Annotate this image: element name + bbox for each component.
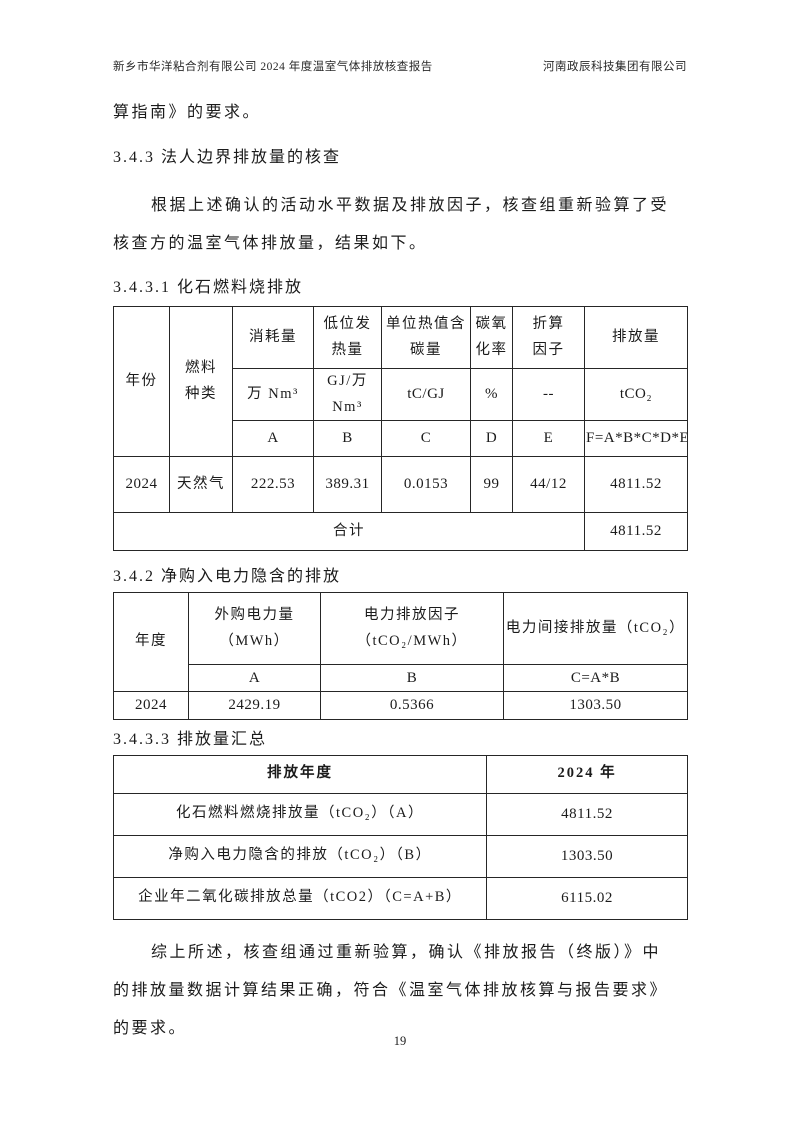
unit-cell: 万 Nm³ [232, 368, 314, 421]
page-header: 新乡市华洋粘合剂有限公司 2024 年度温室气体排放核查报告 河南政辰科技集团有… [113, 58, 687, 74]
fossil-fuel-emission-table: 年份 燃料 种类 消耗量 低位发 热量 单位热值含 碳量 碳氧 化率 折算 因子… [113, 306, 688, 551]
unit-cell: GJ/万 Nm³ [313, 368, 382, 421]
summary-value-cell: 4811.52 [486, 792, 688, 836]
summary-label-cell: 净购入电力隐含的排放（tCO₂）（B） [113, 834, 487, 878]
header-fuel-type: 燃料 种类 [169, 306, 233, 457]
closing-paragraph-line: 的排放量数据计算结果正确，符合《温室气体排放核算与报告要求》 [113, 981, 669, 999]
total-label-cell: 合计 [113, 512, 585, 551]
value-cell: 389.31 [313, 456, 382, 513]
summary-label-cell: 化石燃料燃烧排放量（tCO₂）（A） [113, 792, 487, 836]
letter-cell: D [470, 420, 513, 457]
year-cell: 2024 [113, 456, 170, 513]
emission-summary-table: 排放年度 2024 年 化石燃料燃烧排放量（tCO₂）（A） 4811.52 净… [113, 754, 688, 920]
unit-cell: tC/GJ [381, 368, 471, 421]
table-letters-row: A B C=A*B [114, 663, 688, 693]
table-data-row: 2024 2429.19 0.5366 1303.50 [113, 691, 688, 720]
closing-paragraph-line: 综上所述，核查组通过重新验算，确认《排放报告（终版）》中 [151, 943, 662, 961]
value-cell: 1303.50 [503, 691, 688, 720]
section-heading-3431: 3.4.3.1 化石燃料烧排放 [113, 279, 304, 296]
header-emission-year: 排放年度 [113, 754, 487, 794]
header-indirect-emission: 电力间接排放量（tCO₂） [503, 592, 688, 665]
letter-cell: C [381, 420, 471, 457]
table-units-row: 万 Nm³ GJ/万 Nm³ tC/GJ % -- tCO₂ [114, 368, 688, 421]
letter-cell: B [313, 420, 382, 457]
page-header-right: 河南政辰科技集团有限公司 [543, 61, 687, 73]
table-row: 企业年二氧化碳排放总量（tCO2）（C=A+B） 6115.02 [113, 876, 688, 920]
summary-value-cell: 1303.50 [486, 834, 688, 878]
value-cell: 222.53 [232, 456, 314, 513]
summary-label-cell: 企业年二氧化碳排放总量（tCO2）（C=A+B） [113, 876, 487, 920]
table-header-row: 年份 燃料 种类 消耗量 低位发 热量 单位热值含 碳量 碳氧 化率 折算 因子… [113, 306, 688, 457]
formula-cell: C=A*B [503, 663, 688, 693]
value-cell: 2429.19 [188, 691, 321, 720]
section-heading-342: 3.4.2 净购入电力隐含的排放 [113, 568, 342, 585]
letter-cell: A [188, 663, 321, 693]
value-cell: 0.5366 [320, 691, 504, 720]
value-cell: 99 [470, 456, 513, 513]
closing-paragraph-line: 的要求。 [113, 1019, 188, 1037]
formula-cell: F=A*B*C*D*E [584, 420, 688, 457]
header-emission: 排放量 [584, 306, 688, 369]
purchased-power-emission-table: 年度 外购电力量 （MWh） 电力排放因子 （tCO₂/MWh） 电力间接排放量… [113, 591, 688, 720]
paragraph-continuation: 算指南》的要求。 [113, 104, 262, 121]
header-year: 年份 [113, 306, 170, 457]
page-body: 算指南》的要求。 3.4.3 法人边界排放量的核查 根据上述确认的活动水平数据及… [113, 0, 688, 1040]
header-heating-value: 低位发 热量 [313, 306, 382, 369]
fuel-cell: 天然气 [169, 456, 233, 513]
header-purchased-electricity: 外购电力量 （MWh） [188, 592, 321, 665]
table-row: 净购入电力隐含的排放（tCO₂）（B） 1303.50 [113, 834, 688, 878]
header-year: 年度 [113, 591, 189, 693]
paragraph-line: 根据上述确认的活动水平数据及排放因子，核查组重新验算了受 [151, 197, 670, 214]
letter-cell: E [512, 420, 585, 457]
page-header-left: 新乡市华洋粘合剂有限公司 2024 年度温室气体排放核查报告 [113, 61, 433, 73]
table-data-row: 2024 天然气 222.53 389.31 0.0153 99 44/12 4… [113, 456, 688, 513]
table-header-row: 年度 外购电力量 （MWh） 电力排放因子 （tCO₂/MWh） 电力间接排放量… [113, 591, 688, 693]
header-power-emission-factor: 电力排放因子 （tCO₂/MWh） [320, 592, 504, 665]
header-year-value: 2024 年 [486, 754, 688, 794]
value-cell: 44/12 [512, 456, 585, 513]
page-number: 19 [393, 1034, 407, 1048]
value-cell: 4811.52 [584, 456, 688, 513]
header-oxidation-rate: 碳氧 化率 [470, 306, 513, 369]
year-cell: 2024 [113, 691, 189, 720]
table-header-row: 排放年度 2024 年 [113, 754, 688, 794]
unit-cell: -- [512, 368, 585, 421]
total-value-cell: 4811.52 [584, 512, 688, 551]
letter-cell: B [320, 663, 504, 693]
value-cell: 0.0153 [381, 456, 471, 513]
letter-cell: A [232, 420, 314, 457]
header-carbon-content: 单位热值含 碳量 [381, 306, 471, 369]
header-consumption: 消耗量 [232, 306, 314, 369]
table-total-row: 合计 4811.52 [113, 512, 688, 551]
paragraph-line: 核查方的温室气体排放量，结果如下。 [113, 235, 428, 252]
section-heading-343: 3.4.3 法人边界排放量的核查 [113, 149, 342, 166]
header-conversion-factor: 折算 因子 [512, 306, 585, 369]
unit-cell: % [470, 368, 513, 421]
unit-cell: tCO₂ [584, 368, 688, 421]
table-row: 化石燃料燃烧排放量（tCO₂）（A） 4811.52 [113, 792, 688, 836]
section-heading-3433: 3.4.3.3 排放量汇总 [113, 730, 268, 748]
summary-value-cell: 6115.02 [486, 876, 688, 920]
